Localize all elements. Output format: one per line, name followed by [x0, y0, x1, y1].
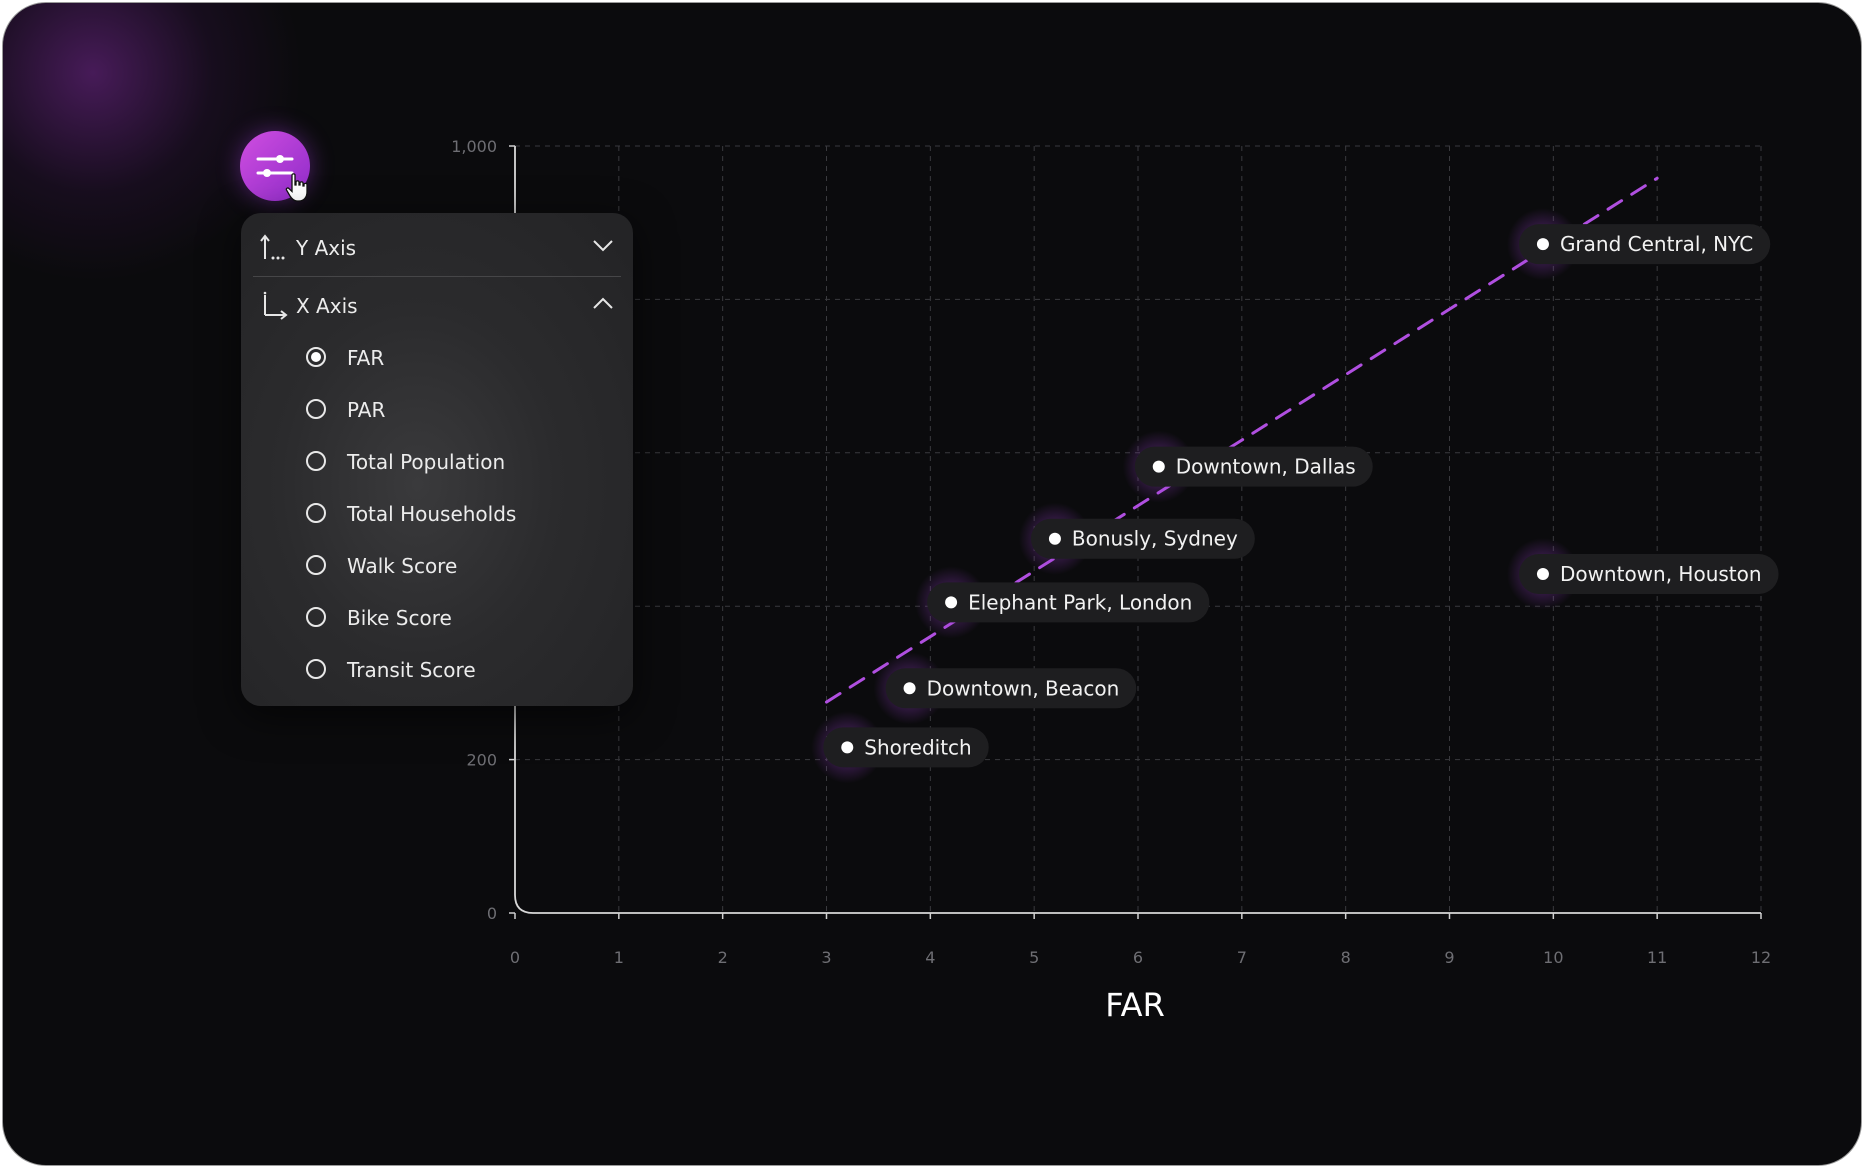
y-tick-label: 0 [487, 904, 497, 923]
x-tick-label: 8 [1341, 948, 1351, 967]
x-axis-label: X Axis [296, 294, 358, 318]
x-tick-label: 10 [1543, 948, 1563, 967]
point-marker [1152, 460, 1165, 473]
point-marker [903, 682, 916, 695]
data-point: Grand Central, NYC [1506, 208, 1771, 281]
x-tick-label: 11 [1647, 948, 1667, 967]
x-option-total-households[interactable]: Total Households [306, 496, 606, 532]
point-label-pill [823, 727, 989, 768]
x-axis-icon [263, 291, 288, 320]
point-marker [1536, 567, 1549, 580]
x-option-walk-score[interactable]: Walk Score [306, 548, 606, 584]
hand-cursor-icon [285, 173, 308, 202]
point-label-pill [1518, 224, 1771, 265]
radio-unselected[interactable] [306, 659, 326, 679]
point-label-pill [1030, 518, 1255, 559]
x-axis-toggle[interactable]: X Axis [241, 277, 633, 335]
point-label-pill [1518, 553, 1779, 594]
y-axis-icon [260, 234, 285, 260]
y-tick-label: 1,000 [451, 137, 497, 156]
point-label: Downtown, Dallas [1176, 455, 1356, 479]
point-label: Downtown, Houston [1560, 562, 1762, 586]
point-label: Downtown, Beacon [927, 676, 1120, 700]
y-axis-label: Y Axis [296, 236, 357, 260]
x-tick-label: 9 [1444, 948, 1454, 967]
x-tick-label: 1 [614, 948, 624, 967]
point-label: Elephant Park, London [968, 590, 1192, 614]
axis-settings-panel: Y Axis X Axis FAR PAR [241, 213, 633, 706]
point-label-pill [927, 582, 1210, 623]
x-tick-label: 3 [821, 948, 831, 967]
option-label: Walk Score [347, 554, 458, 578]
chart-axes [514, 146, 1761, 914]
option-label: Bike Score [347, 606, 452, 630]
point-label: Bonusly, Sydney [1072, 527, 1238, 551]
point-marker [1536, 238, 1549, 251]
data-point: Downtown, Beacon [873, 652, 1137, 725]
option-label: Transit Score [347, 658, 476, 682]
option-label: Total Households [347, 502, 517, 526]
point-label: Shoreditch [864, 735, 971, 759]
x-option-total-population[interactable]: Total Population [306, 444, 606, 480]
point-label-pill [885, 668, 1137, 709]
x-tick-label: 7 [1237, 948, 1247, 967]
option-label: FAR [347, 346, 385, 370]
x-tick-label: 0 [510, 948, 520, 967]
x-tick-label: 5 [1029, 948, 1039, 967]
points-group: Grand Central, NYC Downtown, Dallas Bonusl… [811, 208, 1779, 784]
sliders-icon [256, 155, 294, 177]
point-marker [841, 741, 854, 754]
radio-selected[interactable] [306, 347, 326, 367]
y-axis-toggle[interactable]: Y Axis [241, 219, 633, 277]
x-tick-label: 6 [1133, 948, 1143, 967]
radio-unselected[interactable] [306, 399, 326, 419]
radio-unselected[interactable] [306, 503, 326, 523]
y-tick-label: 200 [466, 751, 497, 770]
chevron-down-icon [593, 240, 613, 252]
x-option-par[interactable]: PAR [306, 392, 606, 428]
chevron-up-icon [593, 297, 613, 309]
radio-unselected[interactable] [306, 555, 326, 575]
x-tick-label: 2 [718, 948, 728, 967]
point-marker [1048, 532, 1061, 545]
x-axis-title: FAR [1105, 986, 1165, 1024]
x-tick-label: 4 [925, 948, 935, 967]
option-label: Total Population [347, 450, 506, 474]
data-point: Downtown, Dallas [1122, 430, 1373, 503]
point-marker [945, 596, 958, 609]
axis-lines [514, 146, 1761, 914]
radio-unselected[interactable] [306, 451, 326, 471]
x-option-bike-score[interactable]: Bike Score [306, 600, 606, 636]
point-label: Grand Central, NYC [1560, 232, 1753, 256]
data-point: Downtown, Houston [1506, 537, 1779, 610]
option-label: PAR [347, 398, 386, 422]
x-option-transit-score[interactable]: Transit Score [306, 652, 606, 688]
panel-divider [253, 276, 621, 277]
data-point: Bonusly, Sydney [1018, 502, 1255, 575]
point-label-pill [1134, 446, 1373, 487]
x-option-far[interactable]: FAR [306, 340, 606, 376]
data-point: Shoreditch [811, 711, 989, 784]
radio-unselected[interactable] [306, 607, 326, 627]
data-point: Elephant Park, London [915, 566, 1210, 639]
x-tick-label: 12 [1751, 948, 1771, 967]
